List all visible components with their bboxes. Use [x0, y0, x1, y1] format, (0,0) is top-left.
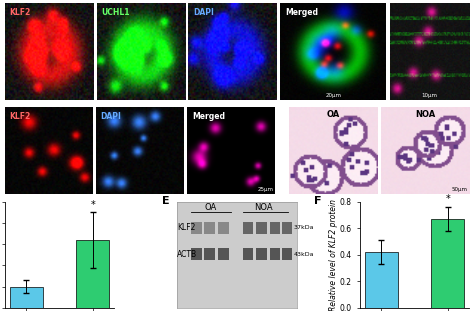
- Bar: [243, 222, 253, 234]
- Text: 25μm: 25μm: [257, 187, 273, 192]
- Text: 50μm: 50μm: [452, 187, 467, 192]
- Bar: [256, 222, 266, 234]
- Text: ACTB: ACTB: [177, 250, 198, 259]
- Text: F: F: [314, 197, 321, 207]
- Bar: [204, 222, 215, 234]
- Text: 10μm: 10μm: [421, 93, 438, 98]
- Bar: [431, 219, 464, 308]
- Text: OA: OA: [327, 110, 340, 119]
- Bar: [76, 240, 109, 308]
- Bar: [218, 222, 228, 234]
- Text: 43kDa: 43kDa: [294, 252, 314, 257]
- Bar: [365, 252, 398, 308]
- Bar: [282, 248, 292, 260]
- Text: *: *: [445, 194, 450, 204]
- Text: DAPI: DAPI: [100, 112, 121, 121]
- Text: Merged: Merged: [192, 112, 225, 121]
- Bar: [270, 248, 280, 260]
- Text: NOA: NOA: [415, 110, 435, 119]
- Text: 20μm: 20μm: [325, 93, 341, 98]
- Bar: [10, 287, 43, 308]
- Text: UCHL1: UCHL1: [101, 8, 129, 17]
- Bar: [218, 248, 228, 260]
- Text: Merged: Merged: [286, 8, 319, 17]
- Bar: [270, 222, 280, 234]
- Text: NOA: NOA: [254, 202, 273, 211]
- Bar: [191, 248, 202, 260]
- Text: KLF2: KLF2: [177, 223, 196, 232]
- Text: KLF2: KLF2: [9, 112, 30, 121]
- Text: DAPI: DAPI: [193, 8, 214, 17]
- Text: 37kDa: 37kDa: [294, 225, 314, 230]
- Bar: [191, 222, 202, 234]
- Bar: [256, 248, 266, 260]
- Bar: [204, 248, 215, 260]
- Text: C: C: [262, 107, 271, 117]
- Y-axis label: Relative level of KLF2 protein: Relative level of KLF2 protein: [329, 199, 338, 311]
- Text: OA: OA: [204, 202, 217, 211]
- Bar: [282, 222, 292, 234]
- Bar: [243, 248, 253, 260]
- Text: *: *: [91, 200, 95, 210]
- Text: KLF2: KLF2: [9, 8, 30, 17]
- Text: E: E: [162, 197, 170, 207]
